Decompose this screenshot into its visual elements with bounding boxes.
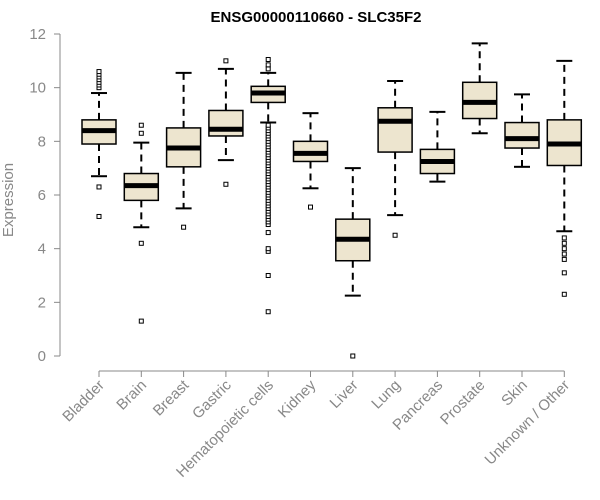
outlier-point [561, 235, 567, 241]
outlier-point [265, 56, 271, 62]
iqr-box [504, 121, 540, 149]
outlier-point [350, 353, 356, 359]
outlier-point [265, 230, 271, 236]
iqr-box [377, 107, 413, 153]
box-unknown-other [546, 59, 583, 297]
box-hematopoietic-cells [250, 56, 286, 315]
box-gastric [208, 58, 244, 187]
x-tick-label: Bladder [59, 377, 108, 426]
box-skin [504, 93, 540, 168]
box-bladder [81, 69, 117, 219]
x-tick-label: Lung [368, 377, 404, 413]
box-prostate [461, 42, 498, 135]
outlier-point [561, 291, 567, 297]
x-tick-label: Prostate [437, 377, 489, 429]
outlier-point [96, 184, 102, 190]
outlier-point [561, 240, 567, 246]
x-tick-label: Liver [327, 377, 362, 412]
x-tick-label: Kidney [275, 376, 320, 421]
outlier-point [138, 240, 144, 246]
outlier-point [265, 246, 271, 252]
outlier-point [265, 62, 271, 68]
outlier-point [561, 270, 567, 276]
y-tick-label: 0 [38, 348, 46, 365]
outlier-point [223, 181, 229, 187]
y-tick-label: 4 [38, 241, 46, 258]
y-tick-label: 6 [38, 187, 46, 204]
x-tick-label: Breast [150, 376, 193, 419]
y-tick-label: 10 [29, 80, 46, 97]
box-kidney [292, 112, 329, 210]
x-tick-label: Skin [498, 377, 531, 410]
outlier-point [181, 224, 187, 230]
outlier-point [138, 122, 144, 128]
outlier-point [561, 256, 567, 262]
chart-title: ENSG00000110660 - SLC35F2 [211, 9, 422, 26]
outlier-point [265, 273, 271, 278]
outlier-point [265, 122, 271, 128]
y-tick-label: 8 [38, 133, 46, 150]
outlier-point [392, 232, 398, 238]
box-liver [335, 167, 371, 359]
outlier-point [96, 69, 102, 75]
outlier-point [561, 246, 567, 252]
y-tick-label: 12 [29, 26, 46, 43]
outlier-point [308, 204, 313, 210]
box-lung [377, 79, 413, 238]
box-pancreas [419, 110, 456, 183]
outlier-point [96, 213, 102, 219]
box-breast [165, 71, 202, 230]
y-axis-label: Expression [0, 163, 17, 237]
outlier-point [138, 318, 144, 324]
outlier-point [265, 66, 271, 72]
iqr-box [208, 109, 244, 137]
outlier-point [223, 58, 229, 64]
box-brain [123, 122, 160, 324]
outlier-point [138, 130, 144, 136]
x-tick-label: Brain [113, 377, 150, 414]
outlier-point [265, 309, 271, 315]
y-tick-label: 2 [38, 294, 46, 311]
y-axis: 0 2 4 6 8 10 12 [29, 26, 61, 365]
box-group [81, 42, 583, 359]
outlier-point [561, 251, 567, 257]
